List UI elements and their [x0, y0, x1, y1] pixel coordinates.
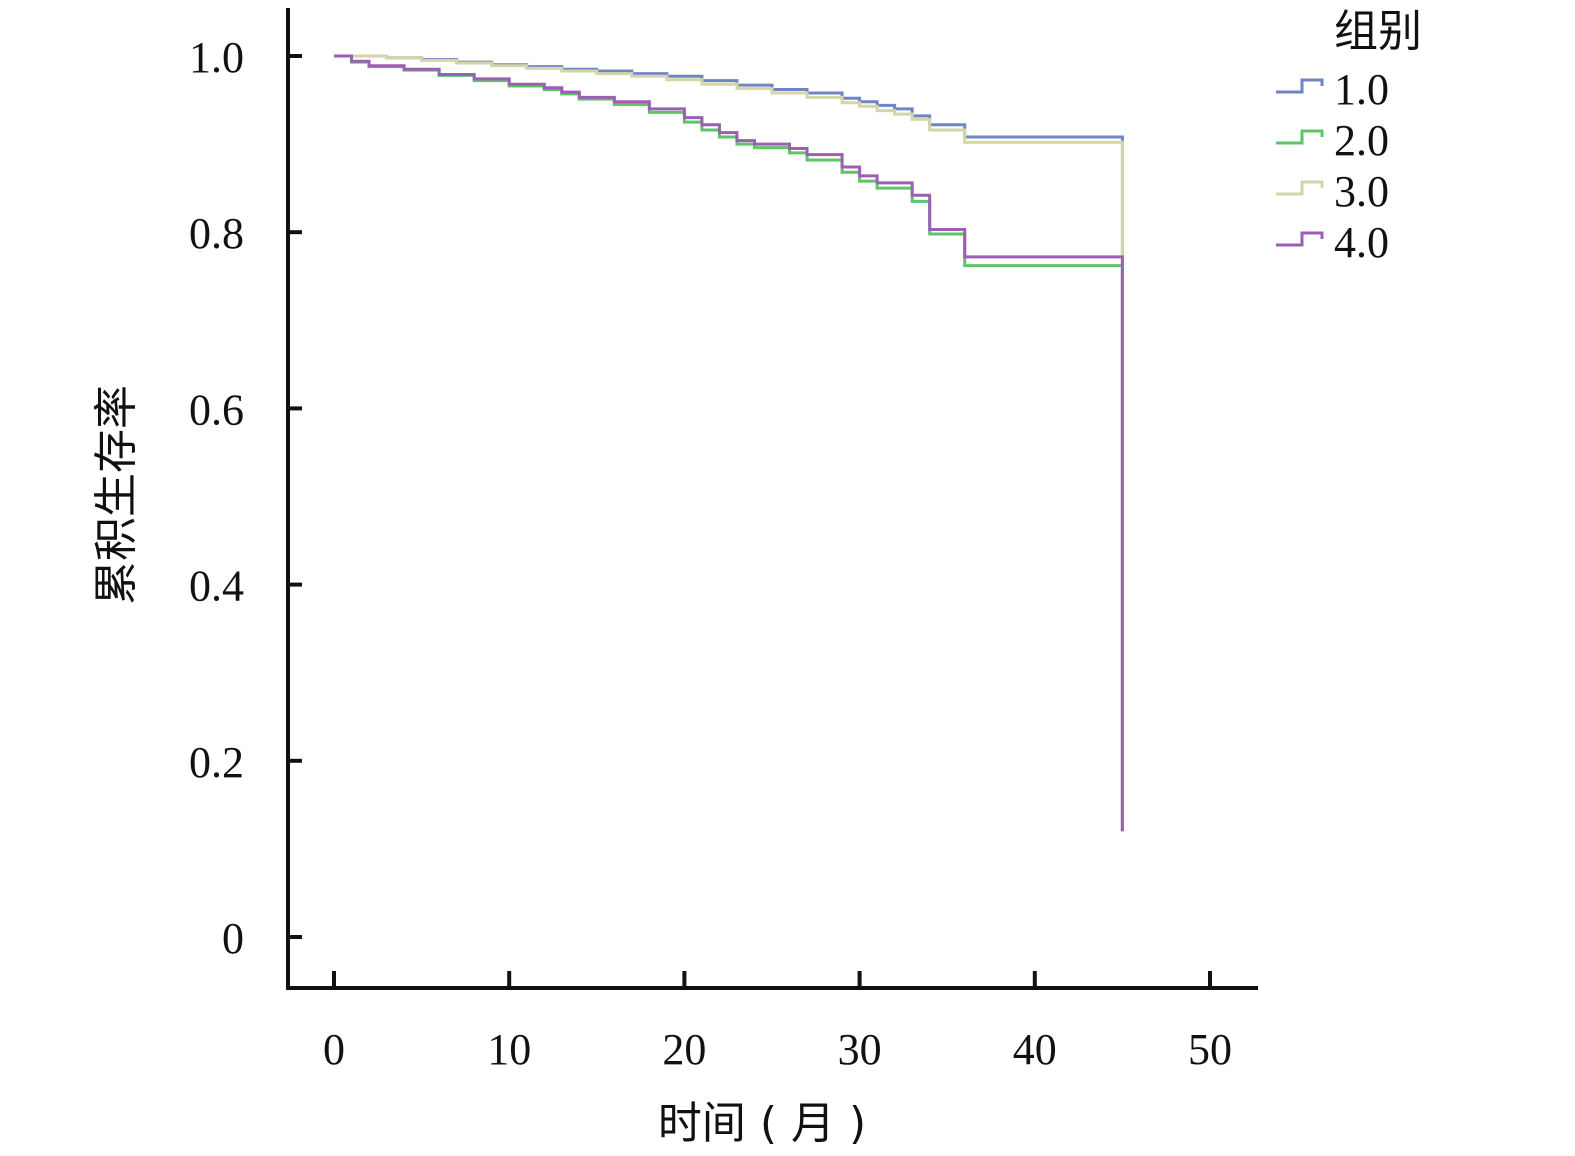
legend-label: 3.0 — [1334, 167, 1389, 216]
legend-label: 1.0 — [1334, 65, 1389, 114]
legend-label: 4.0 — [1334, 218, 1389, 267]
x-tick-label: 50 — [1188, 1025, 1232, 1074]
y-tick-label: 1.0 — [189, 33, 244, 82]
series-line-1.0 — [334, 54, 1124, 832]
legend-swatch-3.0 — [1276, 180, 1324, 196]
legend-title: 组别 — [1334, 6, 1422, 57]
x-tick-label: 10 — [487, 1025, 531, 1074]
legend: 组别 1.02.03.04.0 — [1276, 6, 1422, 267]
y-tick-label: 0.6 — [189, 385, 244, 434]
legend-swatch-1.0 — [1276, 78, 1324, 94]
y-tick-label: 0.4 — [189, 562, 244, 611]
series-line-4.0 — [334, 54, 1124, 832]
series-line-2.0 — [334, 54, 1124, 832]
legend-label: 2.0 — [1334, 116, 1389, 165]
y-axis-title: 累积生存率 — [91, 385, 142, 605]
x-tick-label: 0 — [323, 1025, 345, 1074]
x-tick-label: 20 — [662, 1025, 706, 1074]
x-ticks: 0 10 20 30 40 50 — [323, 971, 1232, 1074]
x-tick-label: 40 — [1013, 1025, 1057, 1074]
y-tick-label: 0 — [222, 914, 244, 963]
x-axis-title: 时间 ( 月 ) — [658, 1098, 866, 1149]
y-tick-label: 0.2 — [189, 738, 244, 787]
plot-lines — [334, 54, 1124, 832]
y-tick-label: 0.8 — [189, 209, 244, 258]
y-ticks: 0 0.2 0.4 0.6 0.8 1.0 — [189, 33, 302, 963]
series-line-3.0 — [334, 54, 1124, 832]
legend-swatch-2.0 — [1276, 129, 1324, 145]
x-tick-label: 30 — [838, 1025, 882, 1074]
legend-swatch-4.0 — [1276, 231, 1324, 247]
